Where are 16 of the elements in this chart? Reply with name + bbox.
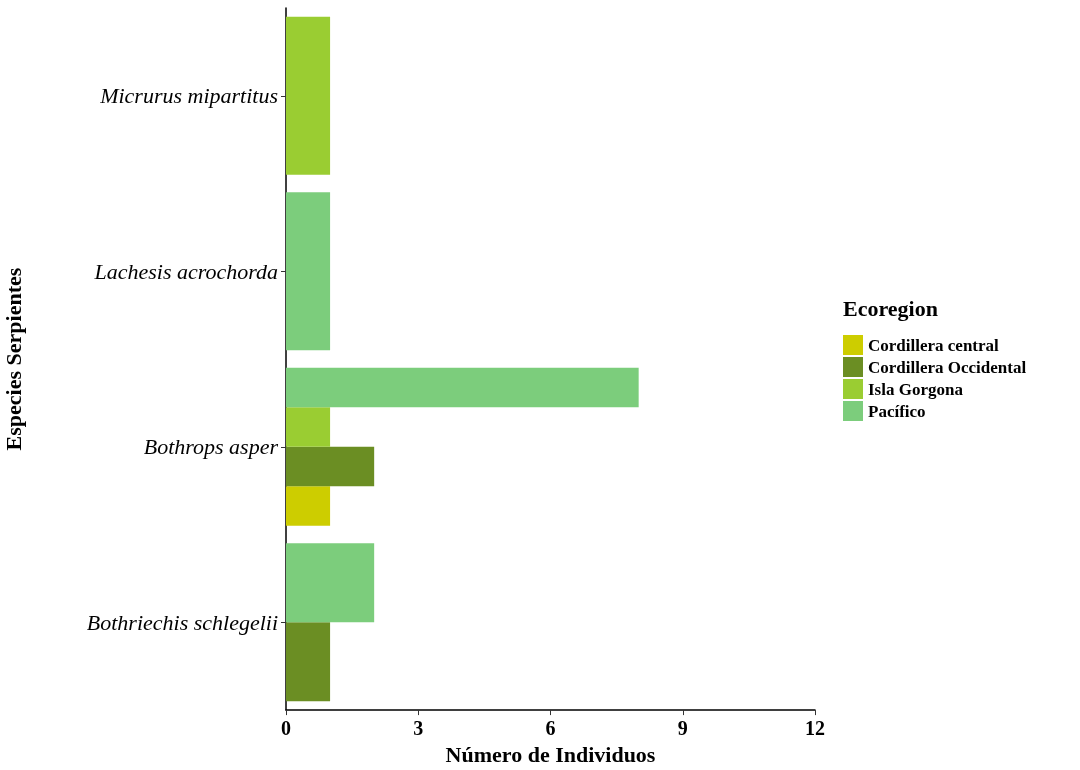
legend-label: Cordillera Occidental — [868, 357, 1027, 377]
y-tick-label: Micrurus mipartitus — [99, 83, 278, 109]
x-axis-title: Número de Individuos — [445, 741, 656, 767]
legend-label: Cordillera central — [868, 335, 1000, 355]
x-tick-label: 0 — [281, 717, 291, 740]
x-tick-label: 6 — [545, 717, 556, 740]
legend-label: Isla Gorgona — [868, 379, 964, 399]
y-axis-title: Especies Serpientes — [0, 267, 26, 451]
x-tick-label: 9 — [677, 717, 688, 740]
legend-title: Ecoregion — [843, 295, 938, 321]
y-tick-label: Bothriechis schlegelii — [86, 609, 278, 635]
y-tick-label: Bothrops asper — [143, 434, 279, 460]
legend-label: Pacífico — [868, 401, 926, 421]
x-tick-label: 12 — [805, 717, 825, 740]
y-tick-label: Lachesis acrochorda — [93, 258, 278, 284]
x-tick-label: 3 — [413, 717, 424, 740]
